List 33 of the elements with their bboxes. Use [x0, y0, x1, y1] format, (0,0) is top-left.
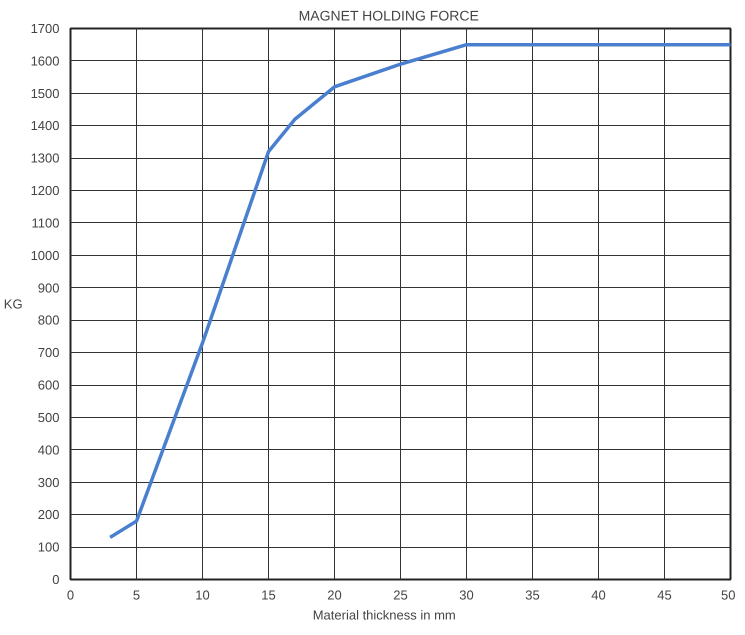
- x-tick-label: 10: [195, 588, 210, 602]
- y-tick-label: 1700: [30, 21, 60, 36]
- line-series: [108, 42, 730, 540]
- x-axis-title: Material thickness in mm: [312, 608, 456, 622]
- y-tick-label: 1600: [30, 53, 60, 68]
- x-tick-label: 15: [261, 588, 276, 602]
- y-tick-label: 1000: [30, 248, 60, 263]
- y-tick-label: 1200: [30, 183, 60, 198]
- y-tick-label: 900: [38, 280, 60, 296]
- x-tick-label: 45: [657, 588, 672, 602]
- x-tick-label: 5: [132, 588, 140, 602]
- y-tick-label: 300: [38, 474, 60, 490]
- y-tick-label: 400: [38, 442, 60, 458]
- y-tick-label: 600: [38, 378, 60, 393]
- y-tick-label: 0: [52, 572, 60, 587]
- y-tick-label: 1400: [30, 118, 60, 134]
- y-axis-title: KG: [4, 296, 23, 312]
- y-tick-label: 100: [38, 540, 60, 555]
- x-tick-label: 40: [591, 588, 606, 602]
- y-tick-label: 1500: [30, 86, 60, 101]
- y-tick-label: 800: [38, 312, 60, 328]
- x-tick-label: 30: [459, 588, 474, 602]
- chart-title: MAGNET HOLDING FORCE: [298, 8, 479, 24]
- x-tick-label: 50: [721, 588, 736, 602]
- x-tick-label: 35: [525, 588, 540, 602]
- y-tick-label: 500: [38, 410, 60, 425]
- y-tick-label: 200: [38, 507, 60, 522]
- x-tick-label: 25: [393, 588, 408, 602]
- y-tick-label: 1100: [32, 215, 60, 230]
- x-tick-label: 20: [327, 588, 342, 602]
- x-tick-label: 0: [66, 588, 74, 602]
- y-tick-label: 1300: [30, 150, 60, 166]
- y-tick-label: 700: [38, 345, 60, 360]
